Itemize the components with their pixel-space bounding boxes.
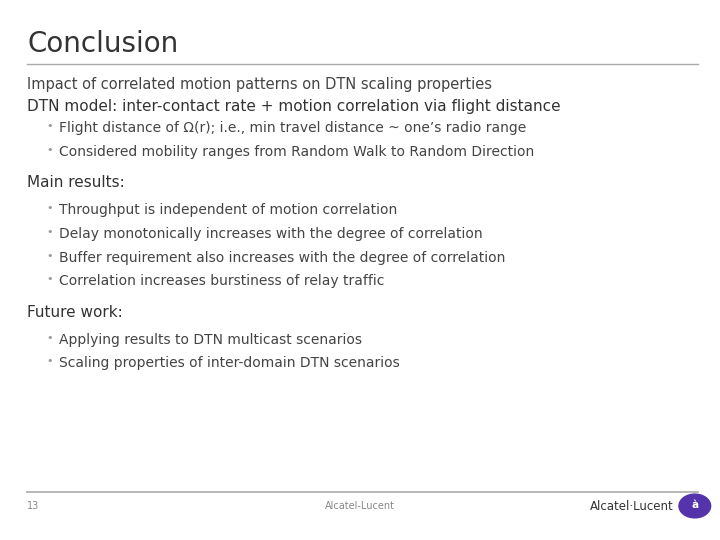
Text: Conclusion: Conclusion bbox=[27, 30, 179, 58]
Text: Throughput is independent of motion correlation: Throughput is independent of motion corr… bbox=[59, 203, 397, 217]
Text: •: • bbox=[47, 227, 53, 237]
Text: Scaling properties of inter-domain DTN scenarios: Scaling properties of inter-domain DTN s… bbox=[59, 356, 400, 370]
Text: Alcatel-Lucent: Alcatel-Lucent bbox=[325, 501, 395, 511]
Text: Buffer requirement also increases with the degree of correlation: Buffer requirement also increases with t… bbox=[59, 251, 505, 265]
Text: Alcatel·Lucent: Alcatel·Lucent bbox=[590, 500, 674, 513]
Circle shape bbox=[679, 494, 711, 518]
Text: 13: 13 bbox=[27, 501, 40, 511]
Text: Flight distance of Ω(r); i.e., min travel distance ~ one’s radio range: Flight distance of Ω(r); i.e., min trave… bbox=[59, 121, 526, 135]
Text: Delay monotonically increases with the degree of correlation: Delay monotonically increases with the d… bbox=[59, 227, 482, 241]
Text: Main results:: Main results: bbox=[27, 175, 125, 190]
Text: •: • bbox=[47, 356, 53, 367]
Text: Impact of correlated motion patterns on DTN scaling properties: Impact of correlated motion patterns on … bbox=[27, 77, 492, 92]
Text: •: • bbox=[47, 203, 53, 213]
Text: Applying results to DTN multicast scenarios: Applying results to DTN multicast scenar… bbox=[59, 333, 362, 347]
Text: Correlation increases burstiness of relay traffic: Correlation increases burstiness of rela… bbox=[59, 274, 384, 288]
Text: •: • bbox=[47, 333, 53, 343]
Text: •: • bbox=[47, 121, 53, 131]
Text: à: à bbox=[691, 500, 698, 510]
Text: •: • bbox=[47, 145, 53, 155]
Text: •: • bbox=[47, 251, 53, 261]
Text: Considered mobility ranges from Random Walk to Random Direction: Considered mobility ranges from Random W… bbox=[59, 145, 534, 159]
Text: Future work:: Future work: bbox=[27, 305, 123, 320]
Text: DTN model: inter-contact rate + motion correlation via flight distance: DTN model: inter-contact rate + motion c… bbox=[27, 99, 561, 114]
Text: •: • bbox=[47, 274, 53, 285]
